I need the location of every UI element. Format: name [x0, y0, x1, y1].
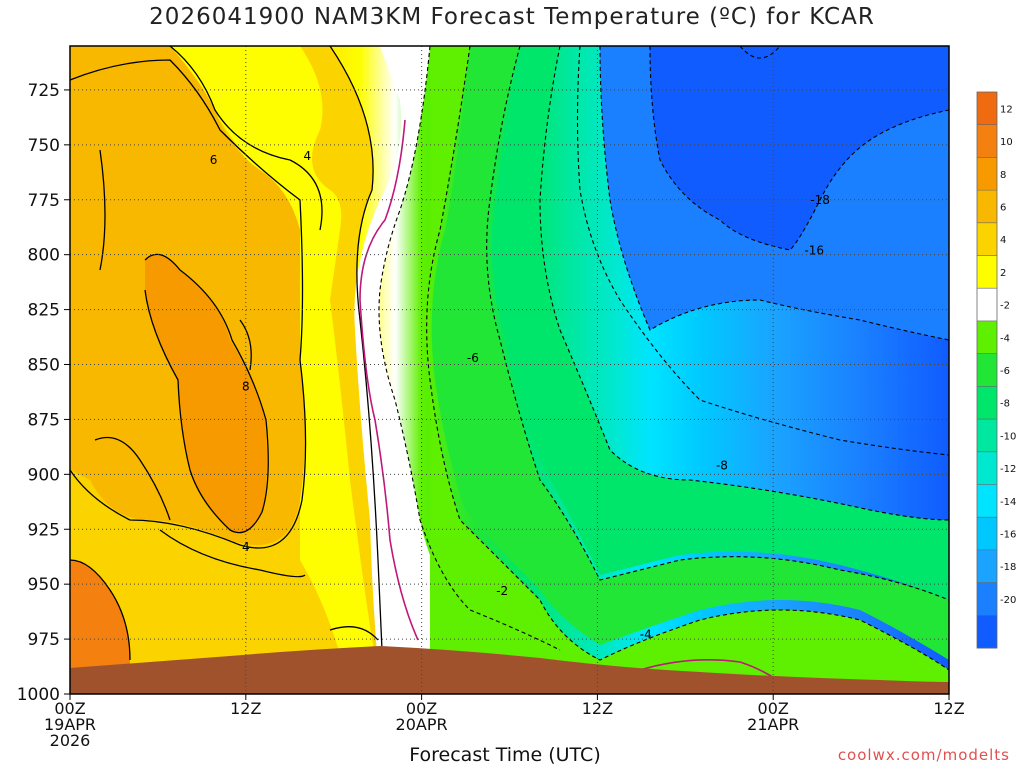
colorbar-label: 2: [1000, 268, 1006, 279]
colorbar-swatch: [977, 157, 997, 191]
contour-label: -8: [716, 459, 728, 473]
colorbar-swatch: [977, 222, 997, 257]
colorbar-label: -10: [1000, 431, 1016, 442]
x-tick-label: 00Z: [758, 699, 789, 718]
freezing-band: [354, 46, 560, 690]
y-tick-label: 975: [28, 630, 60, 650]
colorbar-swatch: [977, 190, 997, 224]
y-tick-label: 750: [28, 136, 60, 156]
cold-region-minus6: [491, 46, 949, 600]
x-axis-label: Forecast Time (UTC): [409, 744, 601, 766]
contour-label: -2: [496, 584, 508, 598]
colorbar-label: 10: [1000, 137, 1013, 148]
colorbar-swatch: [977, 582, 997, 616]
y-tick-label: 825: [28, 301, 60, 321]
contour-label: -4: [640, 628, 652, 642]
freezing-contour: [359, 119, 419, 641]
colorbar-swatch: [977, 92, 997, 126]
colorbar-label: -18: [1000, 562, 1016, 573]
y-tick-label: 850: [28, 356, 60, 376]
colorbar-swatch: [977, 288, 997, 322]
y-tick-label: 875: [28, 410, 60, 430]
colorbar: 12 10 8 6 4 2 -2 -4 -6 -8 -10 -12 -14 -16 -18 -20: [976, 91, 1016, 649]
colorbar-label: -20: [1000, 595, 1016, 606]
cold-region-minus18: [650, 46, 949, 250]
colorbar-label: -8: [1000, 399, 1010, 410]
warm-region-yellow: [170, 46, 382, 690]
colorbar-swatch: [977, 615, 997, 649]
contour-label: -16: [804, 243, 824, 257]
y-tick-label: 1000: [17, 685, 60, 705]
colorbar-label: -16: [1000, 530, 1016, 541]
x-tick-label: 12Z: [933, 699, 964, 718]
contour-label: -6: [467, 351, 479, 365]
y-tick-label: 775: [28, 191, 60, 211]
x-tick-label: 00Z: [406, 699, 437, 718]
colorbar-label: -12: [1000, 464, 1016, 475]
contour-labels: 6 4 8 4 -6 -2 -4 -8 -16 -18: [210, 149, 830, 642]
colorbar-swatch: [977, 255, 997, 289]
colorbar-label: -4: [1000, 333, 1010, 344]
contour-label: 4: [242, 540, 250, 554]
colorbar-swatch: [977, 353, 997, 387]
colorbar-label: 12: [1000, 104, 1013, 115]
colorbar-swatch: [977, 124, 997, 158]
colorbar-label: 6: [1000, 202, 1006, 213]
y-tick-label: 900: [28, 465, 60, 485]
chart-title: 2026041900 NAM3KM Forecast Temperature (…: [149, 4, 875, 30]
colorbar-swatch: [977, 320, 997, 355]
x-tick-label: 12Z: [230, 699, 261, 718]
colorbar-swatch: [977, 484, 997, 518]
colorbar-swatch: [977, 549, 997, 584]
cold-contours: [378, 46, 949, 671]
contour-label: -18: [810, 193, 830, 207]
x-tick-label: 19APR: [44, 715, 96, 734]
colorbar-label: -2: [1000, 301, 1010, 312]
credit-link[interactable]: coolwx.com/modelts: [837, 746, 1010, 764]
colorbar-label: 8: [1000, 170, 1006, 181]
colorbar-swatch: [977, 517, 997, 551]
contour-label: 4: [304, 149, 312, 163]
colorbar-label: -6: [1000, 366, 1010, 377]
cold-region-minus2: [426, 46, 949, 694]
ground: [70, 646, 949, 694]
y-tick-label: 800: [28, 246, 60, 266]
x-tick-label: 2026: [50, 731, 91, 750]
colorbar-label: 4: [1000, 235, 1006, 246]
y-tick-label: 925: [28, 520, 60, 540]
x-tick-label: 21APR: [747, 715, 799, 734]
colorbar-swatch: [977, 386, 997, 420]
x-tick-label: 20APR: [396, 715, 448, 734]
y-tick-label: 950: [28, 575, 60, 595]
x-tick-label: 12Z: [582, 699, 613, 718]
x-tick-label: 00Z: [54, 699, 85, 718]
warm-region-10: [70, 560, 130, 690]
y-tick-label: 725: [28, 81, 60, 101]
plot-border: [69, 45, 950, 695]
contour-label: 8: [242, 379, 250, 393]
colorbar-border: [976, 91, 998, 649]
colorbar-label: -14: [1000, 497, 1016, 508]
colorbar-swatch: [977, 419, 997, 453]
colorbar-swatch: [977, 451, 997, 485]
y-axis: 725 750 775 800 825 850 875 900 925 950 975 1000: [17, 81, 70, 705]
warm-region-8: [145, 254, 267, 533]
cold-region-minus4: [431, 46, 949, 660]
contour-label: 6: [210, 153, 218, 167]
